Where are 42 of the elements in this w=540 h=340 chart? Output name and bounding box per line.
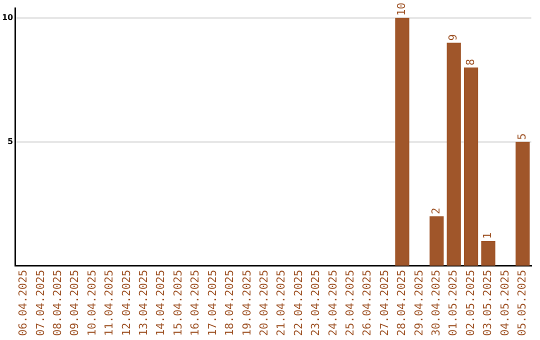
data-label: 9 xyxy=(446,34,460,41)
x-tick-label: 11.04.2025 xyxy=(102,270,116,336)
x-tick-label: 01.05.2025 xyxy=(446,270,460,336)
x-tick-label: 17.04.2025 xyxy=(206,270,219,336)
x-tick-label: 20.04.2025 xyxy=(257,270,270,336)
x-tick-label: 03.05.2025 xyxy=(481,270,494,336)
data-label: 2 xyxy=(430,208,443,214)
x-tick-label: 04.05.2025 xyxy=(498,270,512,336)
bar xyxy=(481,240,496,266)
x-tick-label: 14.04.2025 xyxy=(154,270,168,336)
x-tick-label: 02.05.2025 xyxy=(464,270,477,336)
x-tick-label: 24.04.2025 xyxy=(326,270,340,336)
bar xyxy=(446,42,461,266)
bar xyxy=(516,142,530,266)
data-label: 8 xyxy=(464,58,477,66)
x-tick-label: 19.04.2025 xyxy=(240,270,254,336)
data-label: 10 xyxy=(395,2,408,16)
x-tick-label: 06.04.2025 xyxy=(16,270,30,336)
x-tick-label: 08.04.2025 xyxy=(51,270,64,336)
x-tick-label: 29.04.2025 xyxy=(412,270,426,336)
bar xyxy=(430,216,444,266)
x-tick-label: 15.04.2025 xyxy=(171,270,184,336)
data-label: 1 xyxy=(481,232,494,239)
x-tick-label: 12.04.2025 xyxy=(120,270,133,336)
x-tick-label: 13.04.2025 xyxy=(137,270,150,336)
bar xyxy=(395,18,410,266)
x-tick-label: 27.04.2025 xyxy=(378,270,391,336)
x-tick-label: 05.05.2025 xyxy=(516,270,529,336)
x-tick-label: 30.04.2025 xyxy=(430,270,443,336)
x-tick-label: 28.04.2025 xyxy=(395,270,408,336)
x-tick-label: 18.04.2025 xyxy=(223,270,236,336)
x-tick-label: 21.04.2025 xyxy=(274,270,288,336)
x-tick-label: 23.04.2025 xyxy=(309,270,322,336)
x-tick-label: 16.04.2025 xyxy=(188,270,202,336)
x-tick-label: 26.04.2025 xyxy=(360,270,374,336)
bar xyxy=(464,67,478,266)
x-tick-label: 10.04.2025 xyxy=(85,270,98,336)
data-label: 5 xyxy=(516,133,529,140)
x-tick-label: 09.04.2025 xyxy=(68,270,82,336)
x-tick-label: 22.04.2025 xyxy=(292,270,305,336)
x-tick-label: 25.04.2025 xyxy=(343,270,356,336)
x-tick-label: 07.04.2025 xyxy=(34,270,47,336)
